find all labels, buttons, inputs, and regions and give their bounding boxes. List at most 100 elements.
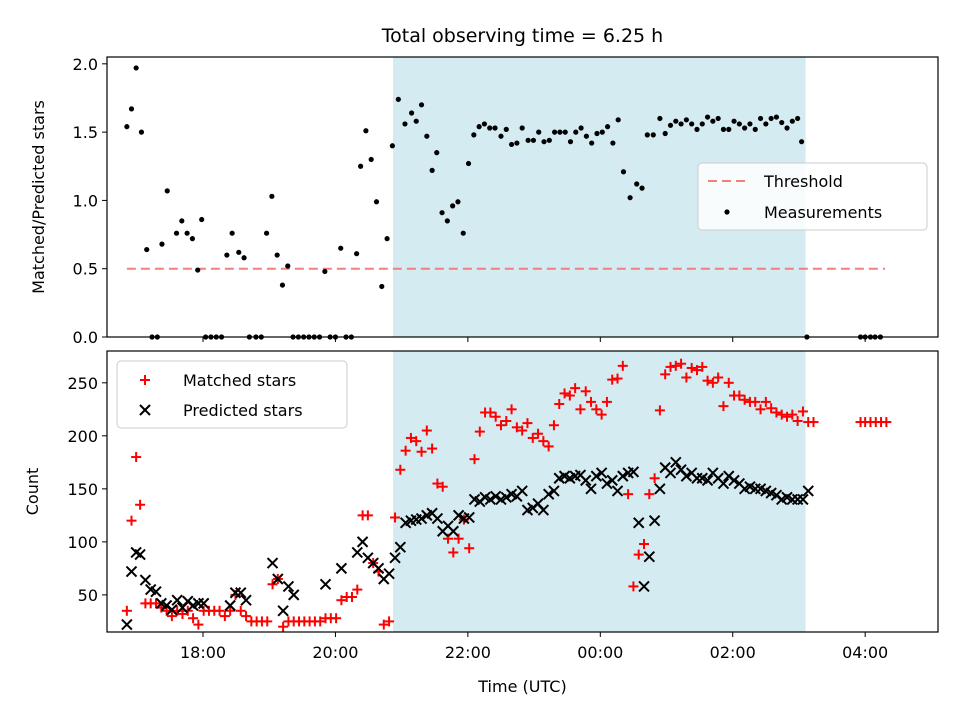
matched-stars-point [617,360,628,371]
measurement-point [487,125,493,131]
measurement-point [450,203,456,209]
measurement-point [395,96,401,102]
legend-predicted-swatch [139,404,151,416]
predicted-stars-point [542,488,555,500]
bottom-axes-frame [106,350,939,633]
measurement-point [634,181,640,187]
measurement-point [662,130,668,137]
matched-stars-point [644,489,655,500]
matched-stars-point [437,481,448,492]
measurement-point [639,185,645,191]
predicted-stars-point [680,470,693,482]
measurement-point [519,125,525,131]
matched-stars-point [601,396,612,407]
matched-stars-point [469,454,480,465]
matched-stars-point [448,547,459,558]
measurement-point [795,115,801,122]
top-y-tick-label: 2.0 [73,55,98,74]
measurement-point [779,119,785,126]
measurement-point [704,114,711,120]
legend-measurements-swatch [724,209,730,215]
legend-measurements-label: Measurements [764,203,882,222]
matched-stars-point [427,443,438,454]
predicted-stars-point [171,594,183,606]
measurement-point [657,115,663,122]
measurement-point [164,188,170,194]
matched-stars-point [214,605,225,616]
predicted-stars-point [627,466,640,478]
predicted-stars-point [516,485,528,497]
measurement-point [610,140,616,146]
predicted-stars-point [797,493,809,506]
matched-stars-point [564,390,575,401]
measurement-point [715,115,721,122]
matched-stars-point [639,538,650,549]
predicted-stars-point [389,552,401,564]
measurement-point [552,129,558,135]
matched-stars-point [331,613,342,624]
measurement-point [285,263,291,269]
top-y-tick-label: 1.5 [73,123,98,142]
measurement-point [384,236,390,242]
measurement-point [373,199,380,205]
matched-stars-point [697,361,708,372]
bottom-legend: Matched stars Predicted stars [116,360,348,429]
measurement-point [573,129,579,135]
matched-stars-point [691,365,702,376]
predicted-stars-point [585,483,597,495]
measurement-point [184,230,190,236]
measurement-point [269,193,275,199]
measurement-point [514,140,520,146]
matched-stars-point [591,404,602,415]
matched-stars-point [267,579,278,590]
matched-stars-point [533,428,544,439]
matched-stars-point [575,404,586,415]
bottom-y-tick-label: 100 [67,533,98,552]
predicted-stars-point [638,580,650,593]
measurement-point [413,118,419,124]
predicted-stars-point [452,509,465,522]
measurement-point [768,115,774,122]
matched-stars-point [241,611,252,622]
bottom-panel: 50 100 150 200 250 18:00 20:00 22:00 00:00 02:00… [23,350,939,696]
measurement-point [263,230,270,236]
measurement-point [562,129,568,135]
matched-stars-point [623,489,634,500]
measurement-point [627,195,633,201]
measurement-point [429,167,435,173]
matched-stars-point [432,478,443,489]
measurement-point [173,230,180,236]
bottom-y-tick-label: 50 [78,586,98,605]
measurement-point [465,160,472,167]
measurement-point [338,245,344,251]
measurement-point [179,218,185,224]
matched-stars-point [782,411,793,422]
matched-stars-point [405,432,416,443]
bottom-x-ticks: 18:00 20:00 22:00 00:00 02:00 04:00 [180,632,888,662]
measurement-point [124,124,130,130]
measurement-point [530,137,537,143]
matched-stars-point [713,372,724,383]
measurement-point [742,125,748,131]
matched-stars-point [193,619,204,630]
matched-stars-point [681,372,692,383]
measurement-point [620,169,627,175]
matched-stars-point [881,417,892,428]
matched-stars-point [755,404,766,415]
predicted-stars-point [139,574,152,586]
measurement-point [444,218,450,224]
measurement-point [368,156,374,163]
measurement-point [752,126,758,132]
predicted-stars-point [351,546,364,559]
matched-stars-point [131,452,142,463]
x-tick-label: 20:00 [312,643,358,662]
matched-stars-point [421,425,432,436]
measurement-point [798,139,805,145]
measurement-point [236,249,242,255]
measurement-point [694,126,700,132]
measurement-point [673,118,679,124]
matched-stars-point [352,584,363,595]
matched-stars-point [262,616,273,627]
measurement-point [615,117,621,123]
matched-stars-point [723,377,734,388]
